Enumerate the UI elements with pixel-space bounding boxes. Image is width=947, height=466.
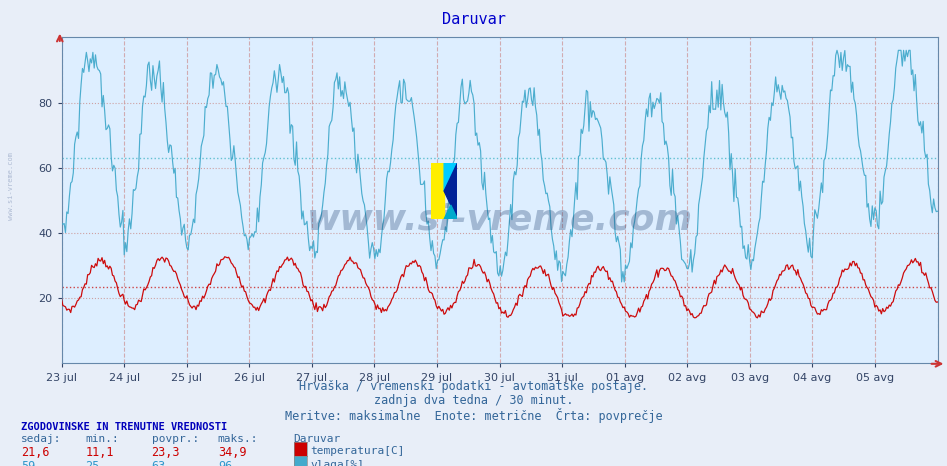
Text: 25: 25: [85, 460, 99, 466]
Text: www.si-vreme.com: www.si-vreme.com: [307, 203, 692, 237]
Text: min.:: min.:: [85, 434, 119, 444]
Text: 23,3: 23,3: [152, 446, 180, 459]
Text: 34,9: 34,9: [218, 446, 246, 459]
Text: 21,6: 21,6: [21, 446, 49, 459]
Text: Meritve: maksimalne  Enote: metrične  Črta: povprečje: Meritve: maksimalne Enote: metrične Črta…: [285, 408, 662, 423]
Text: 63: 63: [152, 460, 166, 466]
Text: temperatura[C]: temperatura[C]: [311, 446, 405, 456]
Text: 11,1: 11,1: [85, 446, 114, 459]
Text: vlaga[%]: vlaga[%]: [311, 460, 365, 466]
Text: povpr.:: povpr.:: [152, 434, 199, 444]
Text: 59: 59: [21, 460, 35, 466]
Bar: [431, 163, 444, 219]
Text: sedaj:: sedaj:: [21, 434, 62, 444]
Text: Daruvar: Daruvar: [441, 12, 506, 27]
Text: zadnja dva tedna / 30 minut.: zadnja dva tedna / 30 minut.: [374, 394, 573, 407]
Text: ZGODOVINSKE IN TRENUTNE VREDNOSTI: ZGODOVINSKE IN TRENUTNE VREDNOSTI: [21, 422, 227, 432]
Text: www.si-vreme.com: www.si-vreme.com: [8, 152, 13, 220]
Polygon shape: [444, 205, 457, 219]
Polygon shape: [444, 163, 457, 191]
Text: Hrvaška / vremenski podatki - avtomatske postaje.: Hrvaška / vremenski podatki - avtomatske…: [299, 380, 648, 393]
Polygon shape: [444, 163, 457, 219]
Text: 96: 96: [218, 460, 232, 466]
Text: maks.:: maks.:: [218, 434, 259, 444]
Text: Daruvar: Daruvar: [294, 434, 341, 444]
